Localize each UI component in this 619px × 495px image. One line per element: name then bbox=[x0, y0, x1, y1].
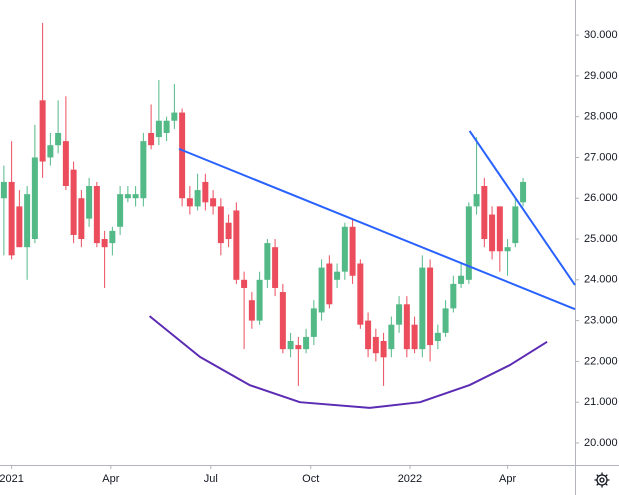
candle-body bbox=[155, 120, 162, 138]
candle-body bbox=[241, 279, 248, 288]
candle-body bbox=[365, 320, 372, 350]
candle-body bbox=[124, 194, 131, 199]
candle-body bbox=[140, 141, 147, 199]
x-tick-label: 2021 bbox=[0, 473, 24, 485]
y-tick-label: 29.000 bbox=[584, 70, 618, 82]
candle-body bbox=[310, 308, 317, 337]
candle-body bbox=[442, 308, 449, 333]
candle-body bbox=[303, 336, 310, 350]
y-tick-label: 24.000 bbox=[584, 274, 618, 286]
gear-hub bbox=[599, 477, 605, 483]
candle-body bbox=[31, 157, 38, 240]
candle-body bbox=[248, 300, 255, 321]
settings-icon[interactable] bbox=[594, 472, 610, 488]
candle-body bbox=[39, 100, 46, 162]
x-tick-label: Apr bbox=[102, 473, 119, 485]
candle-body bbox=[272, 247, 279, 288]
candle-body bbox=[496, 206, 503, 252]
candle-body bbox=[0, 181, 7, 199]
candle-body bbox=[450, 283, 457, 309]
candle-body bbox=[78, 198, 85, 240]
candle-body bbox=[101, 239, 108, 248]
candle-body bbox=[109, 230, 116, 244]
candle-body bbox=[481, 186, 488, 240]
gear-teeth bbox=[594, 472, 610, 488]
candle-body bbox=[24, 194, 31, 248]
y-tick-label: 30.000 bbox=[584, 29, 618, 41]
candle-body bbox=[489, 214, 496, 252]
y-tick-label: 28.000 bbox=[584, 111, 618, 123]
candle-body bbox=[47, 145, 54, 158]
candle-body bbox=[202, 181, 209, 203]
candle-body bbox=[16, 206, 23, 248]
x-tick-label: Apr bbox=[499, 473, 516, 485]
candle-body bbox=[473, 194, 480, 207]
candle-body bbox=[388, 324, 395, 350]
candle-body bbox=[287, 341, 294, 350]
candle-body bbox=[380, 341, 387, 358]
candle-body bbox=[434, 332, 441, 341]
candle-body bbox=[512, 206, 519, 244]
candle-body bbox=[357, 263, 364, 325]
candle-body bbox=[465, 206, 472, 280]
drawn-line bbox=[148, 315, 548, 409]
candle-body bbox=[419, 267, 426, 350]
y-tick-label: 21.000 bbox=[584, 396, 618, 408]
candle-body bbox=[279, 292, 286, 350]
candle-body bbox=[264, 243, 271, 280]
candle-body bbox=[55, 132, 62, 146]
candle-body bbox=[411, 324, 418, 350]
drawn-line bbox=[468, 130, 576, 286]
candle-body bbox=[117, 194, 124, 227]
candle-body bbox=[403, 304, 410, 350]
candle-body bbox=[256, 279, 263, 321]
y-tick-label: 27.000 bbox=[584, 151, 618, 163]
candle-body bbox=[427, 267, 434, 346]
candle-body bbox=[179, 112, 186, 199]
candle-body bbox=[62, 141, 69, 186]
candle-body bbox=[458, 275, 465, 284]
candle-body bbox=[86, 186, 93, 219]
y-tick-label: 25.000 bbox=[584, 233, 618, 245]
candle-body bbox=[326, 263, 333, 305]
x-tick-label: 2022 bbox=[398, 473, 422, 485]
candle-body bbox=[396, 304, 403, 325]
candle-body bbox=[295, 345, 302, 350]
candle-body bbox=[8, 181, 15, 256]
candle-body bbox=[186, 198, 193, 207]
candle-body bbox=[210, 198, 217, 207]
candle-body bbox=[148, 132, 155, 146]
candle-body bbox=[70, 169, 77, 235]
candle-body bbox=[233, 210, 240, 280]
y-tick-label: 23.000 bbox=[584, 315, 618, 327]
candle-body bbox=[132, 194, 139, 199]
candle-body bbox=[520, 181, 527, 203]
candle-body bbox=[372, 336, 379, 354]
y-tick-label: 22.000 bbox=[584, 355, 618, 367]
x-tick-label: Oct bbox=[302, 473, 319, 485]
candle-body bbox=[171, 112, 178, 121]
candle-body bbox=[318, 267, 325, 313]
candle-body bbox=[334, 271, 341, 280]
candle-body bbox=[194, 190, 201, 207]
y-tick-label: 26.000 bbox=[584, 192, 618, 204]
drawn-line bbox=[178, 147, 576, 311]
candle-body bbox=[341, 226, 348, 272]
candle-body bbox=[349, 226, 356, 276]
candle-body bbox=[504, 247, 511, 252]
candle-body bbox=[163, 120, 170, 133]
candle-body bbox=[225, 222, 232, 240]
y-tick-label: 20.000 bbox=[584, 437, 618, 449]
x-tick-label: Jul bbox=[204, 473, 218, 485]
candle-body bbox=[217, 206, 224, 244]
candle-body bbox=[93, 186, 100, 244]
